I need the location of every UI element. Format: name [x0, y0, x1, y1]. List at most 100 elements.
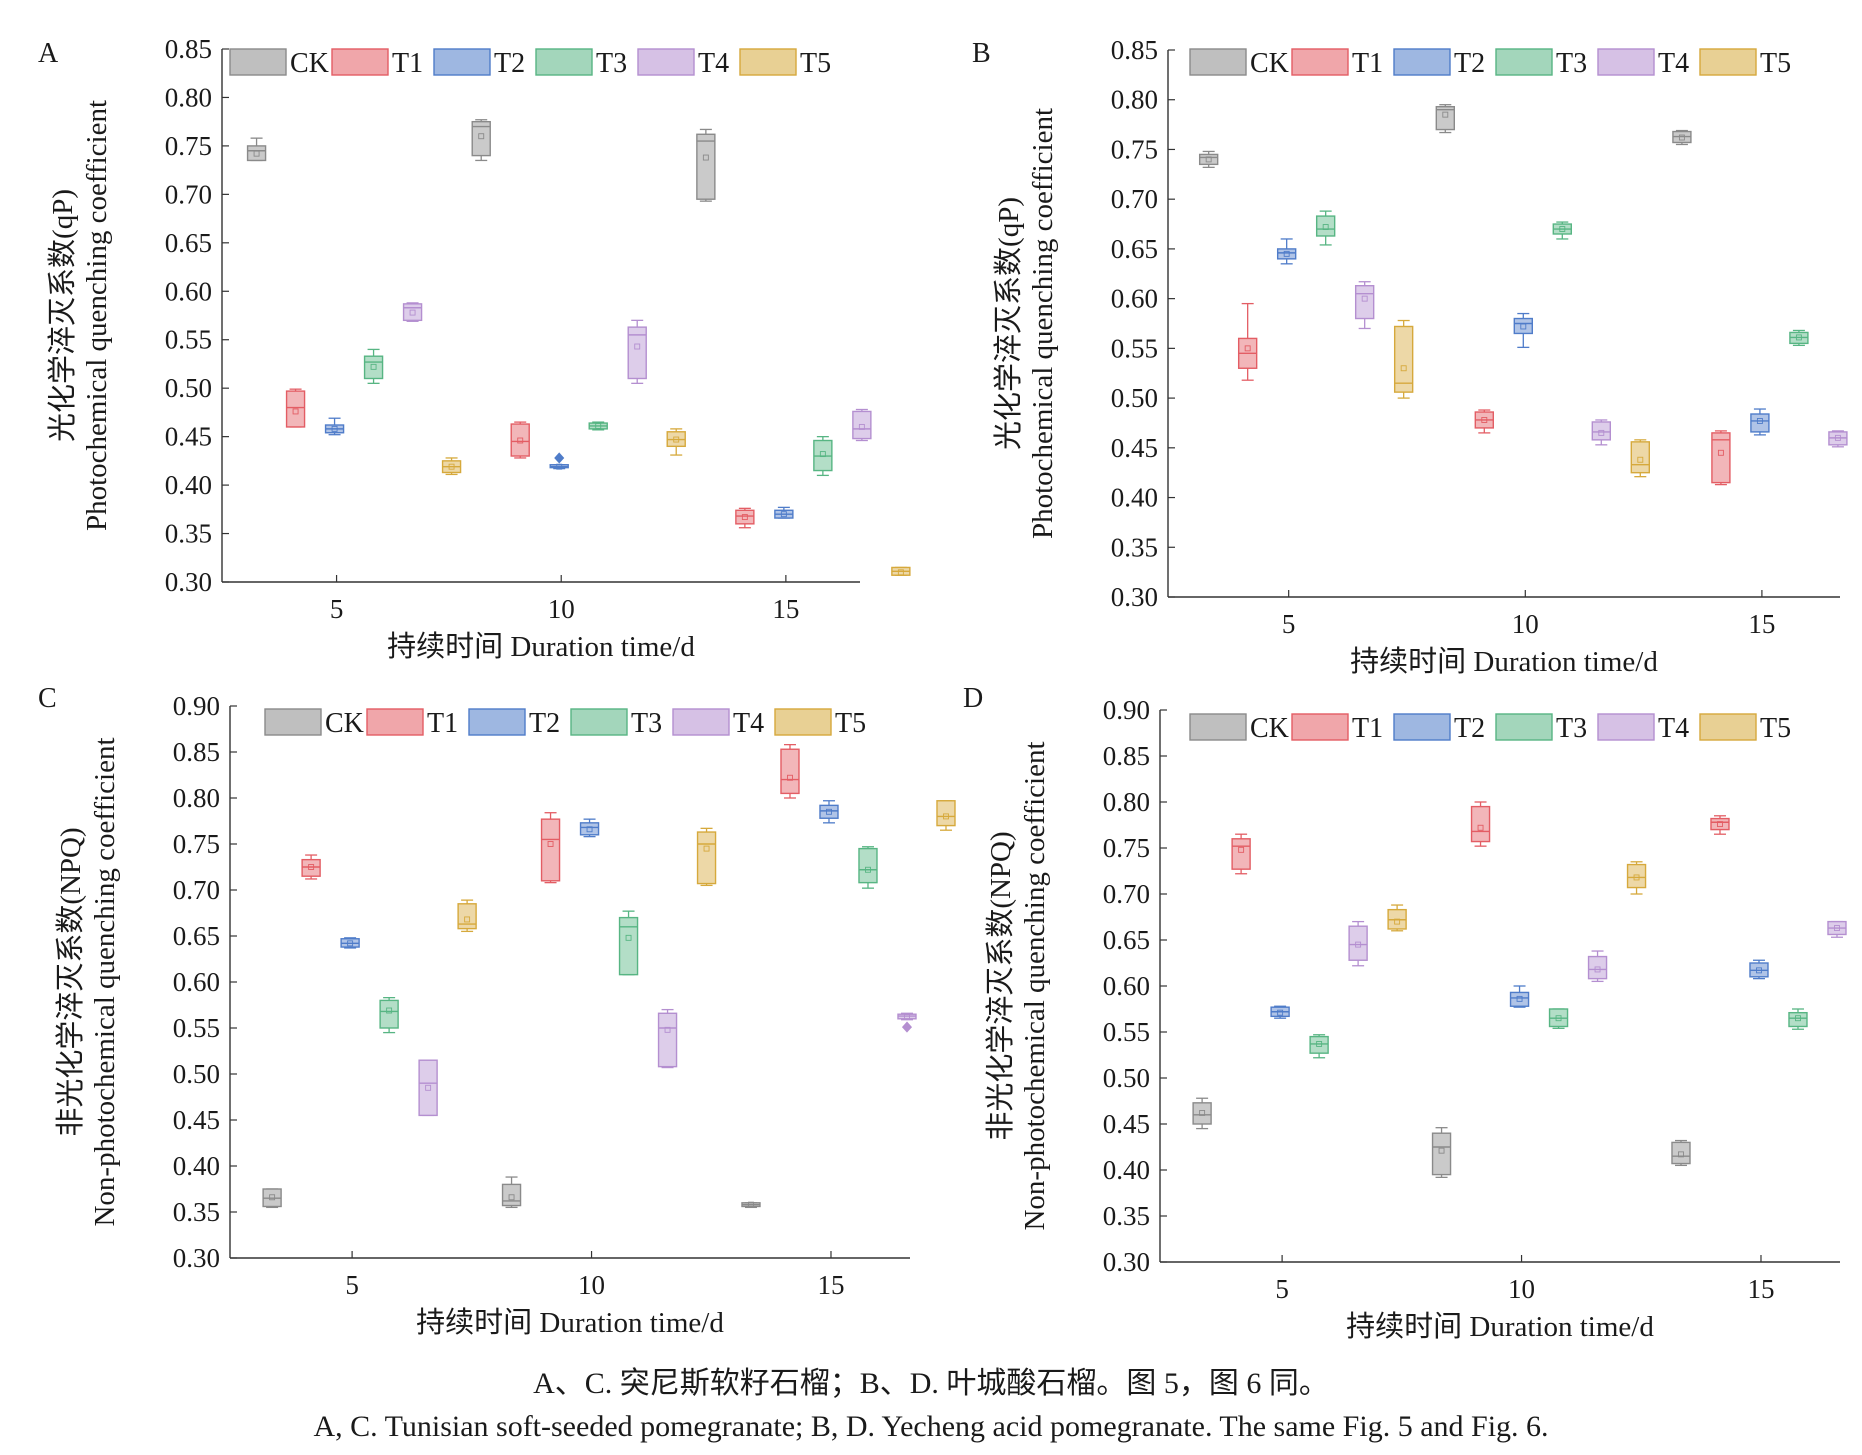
mean-marker: [1633, 874, 1640, 881]
x-axis-label: 持续时间 Duration time/d: [416, 1306, 724, 1339]
mean-marker: [1238, 846, 1245, 853]
box-t4-day10: [1591, 419, 1611, 446]
box-t4-day15: [1827, 920, 1847, 938]
legend-swatch-ck: [1189, 713, 1247, 741]
box-t1-day15: [1711, 430, 1731, 486]
box-t3-day10: [618, 910, 639, 976]
box-t2-day15: [774, 506, 794, 519]
y-tick-label: 0.65: [165, 228, 212, 258]
x-tick-label: 5: [1275, 1274, 1289, 1304]
y-axis-label-english: Photochemical quenching coefficient: [81, 100, 113, 531]
mean-marker: [1438, 1147, 1445, 1154]
x-tick-label: 10: [578, 1270, 605, 1300]
box-ck-day5: [1198, 150, 1219, 169]
box-t3-day10: [1548, 1008, 1569, 1029]
box-body: [1587, 955, 1608, 980]
mean-marker: [826, 808, 832, 815]
box-t5-day5: [441, 457, 462, 476]
box-t3-day5: [1315, 210, 1336, 246]
x-axis-label: 持续时间 Duration time/d: [1350, 645, 1658, 678]
box-body: [1192, 1102, 1212, 1125]
legend-swatch-ck: [264, 708, 322, 736]
legend-label-ck: CK: [1250, 713, 1289, 744]
mean-marker: [448, 463, 455, 470]
y-tick-label: 0.80: [173, 783, 220, 813]
box-t1-day15: [1710, 815, 1730, 835]
box-t5-day10: [1626, 861, 1647, 895]
box-body: [301, 858, 321, 877]
mean-marker: [386, 1007, 393, 1014]
x-tick-label: 10: [1508, 1274, 1535, 1304]
outlier-point: [901, 1021, 913, 1033]
legend-label-t4: T4: [698, 48, 729, 79]
mean-marker: [1594, 966, 1601, 973]
legend-swatch-t3: [535, 48, 593, 76]
mean-marker: [904, 1014, 910, 1020]
mean-marker: [1361, 295, 1368, 302]
box-ck-day5: [262, 1188, 282, 1209]
legend-swatch-t1: [331, 48, 389, 76]
box-t3-day15: [1789, 329, 1809, 347]
legend-label-t5: T5: [1760, 48, 1791, 79]
mean-marker: [1199, 1110, 1206, 1116]
y-tick-label: 0.70: [173, 875, 220, 905]
box-body: [819, 804, 839, 819]
mean-marker: [1717, 449, 1724, 456]
box-body: [1710, 817, 1730, 831]
box-t3-day10: [588, 421, 608, 431]
mean-marker: [1559, 226, 1566, 232]
y-tick-label: 0.30: [165, 567, 212, 597]
box-t1-day5: [1231, 833, 1251, 875]
box-body: [540, 818, 561, 882]
mean-marker: [1355, 941, 1362, 948]
box-body: [1788, 1011, 1808, 1028]
y-tick-label: 0.85: [1111, 35, 1158, 65]
box-t3-day10: [1552, 221, 1572, 240]
x-tick-label: 5: [330, 594, 344, 624]
panel-letter: A: [38, 38, 59, 69]
box-body: [1348, 925, 1368, 961]
mean-marker: [819, 451, 826, 458]
y-tick-label: 0.35: [1111, 532, 1158, 562]
legend-swatch-t5: [774, 708, 832, 736]
legend-label-t2: T2: [1454, 48, 1485, 79]
mean-marker: [409, 309, 416, 316]
box-t5-day10: [1630, 439, 1650, 478]
y-tick-label: 0.45: [1103, 1109, 1150, 1139]
box-body: [1671, 1141, 1691, 1165]
legend-label-t4: T4: [1658, 48, 1689, 79]
box-t4-day15: [852, 408, 872, 442]
y-tick-label: 0.70: [1103, 879, 1150, 909]
box-body: [1276, 248, 1297, 260]
box-body: [457, 903, 477, 930]
box-t3-day15: [1788, 1008, 1808, 1030]
box-body: [696, 133, 716, 200]
box-t3-day5: [363, 348, 384, 384]
legend-swatch-t3: [570, 708, 628, 736]
y-axis-label-english: Photochemical quenching coefficient: [1027, 108, 1059, 539]
box-ck-day10: [471, 119, 491, 162]
box-ck-day10: [1431, 1127, 1452, 1179]
box-t1-day10: [1470, 801, 1491, 847]
box-t2-day10: [549, 452, 569, 470]
outlier-point: [554, 452, 565, 464]
y-tick-label: 0.40: [165, 470, 212, 500]
box-t2-day5: [324, 417, 345, 436]
legend-label-t2: T2: [529, 708, 560, 739]
mean-marker: [1520, 323, 1527, 330]
box-body: [1626, 863, 1647, 889]
legend-label-t5: T5: [835, 708, 866, 739]
box-t1-day10: [1474, 409, 1494, 434]
mean-marker: [1283, 250, 1290, 257]
mean-marker: [1481, 417, 1488, 423]
mean-marker: [478, 133, 485, 140]
box-body: [1309, 1035, 1329, 1054]
mean-marker: [1394, 918, 1401, 925]
x-axis-label: 持续时间 Duration time/d: [387, 630, 695, 663]
mean-marker: [1442, 111, 1449, 118]
y-tick-label: 0.90: [1103, 695, 1150, 725]
box-body: [1231, 838, 1251, 870]
legend-swatch-t5: [1699, 713, 1757, 741]
mean-marker: [1756, 967, 1762, 974]
